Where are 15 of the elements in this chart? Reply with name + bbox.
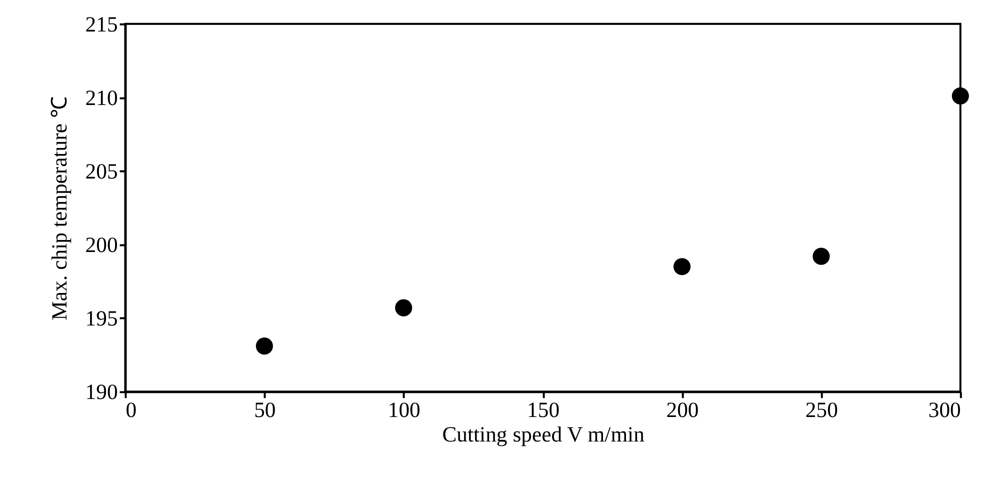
x-axis-title: Cutting speed V m/min [442,422,645,446]
y-tick-label: 210 [85,86,118,110]
y-tick-label: 215 [85,12,118,36]
y-tick-label: 195 [85,306,118,330]
y-axis-title: Max. chip temperature ℃ [48,96,72,320]
y-tick-label: 205 [85,159,118,184]
x-tick-label: 250 [805,398,838,422]
x-tick-label: 100 [388,398,421,422]
x-tick-label: 150 [527,398,560,422]
x-tick-label: 0 [126,398,137,422]
x-tick-label: 200 [666,398,699,422]
y-tick-label: 190 [85,380,118,404]
x-tick-label: 50 [254,398,276,422]
y-tick-label: 200 [85,232,118,257]
x-tick-label: 300 [928,398,962,422]
